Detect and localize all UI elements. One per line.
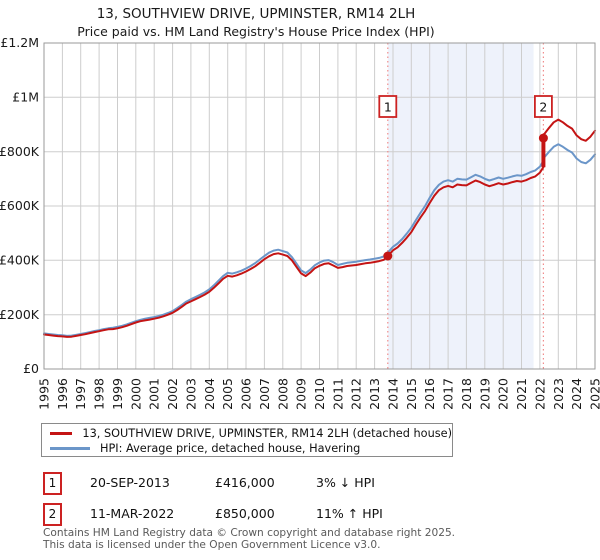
hpi-series-swatch (50, 447, 90, 450)
sale-1-chart-badge-label: 1 (384, 100, 392, 115)
chart-title-block: 13, SOUTHVIEW DRIVE, UPMINSTER, RM14 2LH… (0, 5, 512, 40)
hpi-line (43, 143, 596, 337)
sale-2-number-badge: 2 (43, 503, 62, 526)
x-tick-label: 2019 (477, 378, 492, 410)
legend-row-price: 13, SOUTHVIEW DRIVE, UPMINSTER, RM14 2LH… (50, 426, 452, 441)
x-tick-label: 2016 (422, 378, 437, 410)
x-tick-label: 2003 (183, 378, 198, 410)
x-tick-label: 2017 (441, 378, 456, 410)
sale-2-hpi-diff: 11% ↑ HPI (316, 506, 383, 521)
price-series-swatch (50, 432, 73, 435)
y-tick-label: £400K (0, 253, 40, 268)
x-tick-label: 2015 (404, 378, 419, 410)
x-tick-label: 2025 (588, 378, 600, 410)
x-tick-label: 2009 (294, 378, 309, 410)
y-tick-label: £200K (0, 307, 40, 322)
legend-row-hpi: HPI: Average price, detached house, Have… (50, 441, 452, 456)
attribution-footer: Contains HM Land Registry data © Crown c… (43, 527, 456, 551)
sale-1-hpi-diff: 3% ↓ HPI (316, 475, 375, 490)
x-tick-label: 2000 (128, 378, 143, 410)
chart-legend: 13, SOUTHVIEW DRIVE, UPMINSTER, RM14 2LH… (41, 423, 453, 457)
x-tick-label: 1997 (73, 378, 88, 410)
x-tick-label: 2007 (257, 378, 272, 410)
x-tick-label: 2005 (220, 378, 235, 410)
price-hpi-chart: 1995 1996 1997 1998 1999 2000 2001 2002 2003 2004… (0, 35, 600, 410)
sale-1-number-badge: 1 (43, 472, 62, 495)
x-tick-label: 2001 (147, 378, 162, 410)
footer-line-1: Contains HM Land Registry data © Crown c… (43, 527, 456, 539)
y-tick-label: £800K (0, 144, 40, 159)
price-series-label: 13, SOUTHVIEW DRIVE, UPMINSTER, RM14 2LH… (82, 427, 452, 440)
x-tick-label: 2006 (239, 378, 254, 410)
hpi-series-label: HPI: Average price, detached house, Have… (100, 442, 361, 455)
x-tick-label: 2020 (496, 378, 511, 410)
x-tick-label: 2018 (459, 378, 474, 410)
sale-row-2: 2 11-MAR-2022 £850,000 11% ↑ HPI (0, 503, 600, 527)
footer-line-2: This data is licensed under the Open Gov… (43, 538, 381, 551)
x-tick-label: 2021 (514, 378, 529, 410)
x-tick-label: 1996 (55, 378, 70, 410)
x-tick-label: 2024 (569, 378, 584, 410)
x-tick-label: 2002 (165, 378, 180, 410)
sale-1-point (383, 251, 393, 261)
x-tick-label: 2014 (386, 378, 401, 410)
x-tick-label: 2010 (312, 378, 327, 410)
x-tick-label: 2004 (202, 378, 217, 410)
plot-border (43, 42, 596, 370)
sale-1-chart-badge (378, 95, 398, 118)
sale-1-date: 20-SEP-2013 (90, 475, 170, 490)
price-line (43, 118, 596, 338)
sale-row-1: 1 20-SEP-2013 £416,000 3% ↓ HPI (0, 472, 600, 496)
sale-2-chart-badge-label: 2 (539, 100, 547, 115)
x-tick-label: 1995 (37, 378, 52, 410)
sale-2-price: £850,000 (215, 506, 275, 521)
x-tick-label: 1999 (110, 378, 125, 410)
x-tick-label: 2023 (551, 378, 566, 410)
y-tick-label: £1M (12, 90, 39, 105)
y-tick-label: £0 (23, 361, 39, 376)
x-tick-label: 2008 (275, 378, 290, 410)
y-tick-label: £600K (0, 198, 40, 213)
x-tick-label: 2022 (532, 378, 547, 410)
x-tick-label: 2012 (349, 378, 364, 410)
page-subtitle: Price paid vs. HM Land Registry's House … (77, 24, 435, 39)
sale-2-date: 11-MAR-2022 (90, 506, 175, 521)
page-title: 13, SOUTHVIEW DRIVE, UPMINSTER, RM14 2LH (96, 6, 416, 22)
x-tick-label: 2011 (330, 378, 345, 410)
x-tick-label: 1998 (92, 378, 107, 410)
y-tick-label: £1.2M (0, 35, 39, 50)
sale-2-chart-badge (534, 95, 553, 118)
sale-1-price: £416,000 (215, 475, 275, 490)
x-tick-label: 2013 (367, 378, 382, 410)
sale-2-point (538, 133, 548, 143)
